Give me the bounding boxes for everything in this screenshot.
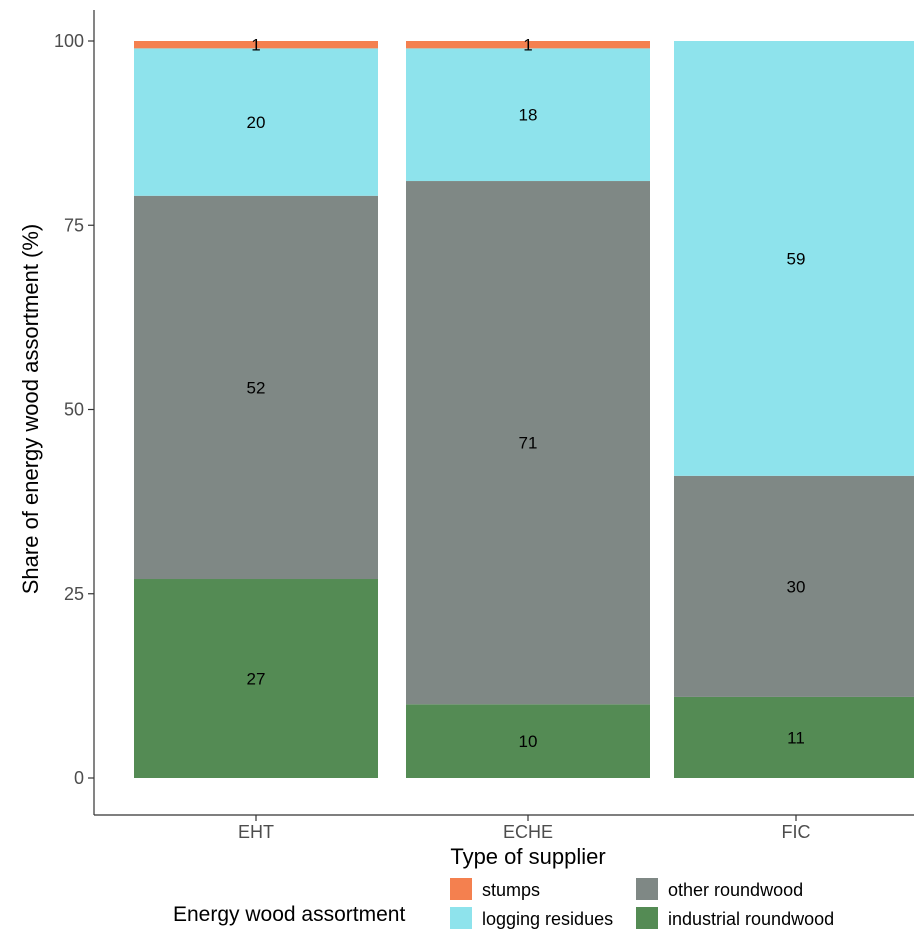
legend-swatch-industrial-roundwood: [636, 907, 658, 929]
data-label: 27: [247, 670, 266, 689]
y-ticks-group: 0 25 50 75 100: [54, 31, 94, 788]
data-label: 18: [519, 106, 538, 125]
x-ticks-group: EHT ECHE FIC: [238, 815, 811, 842]
y-tick-label: 75: [64, 215, 84, 235]
data-label: 52: [247, 378, 266, 397]
bars-group: [134, 41, 914, 778]
data-label: 10: [519, 732, 538, 751]
data-label: 1: [523, 36, 532, 55]
legend-swatch-stumps: [450, 878, 472, 900]
x-axis-title: Type of supplier: [450, 844, 605, 869]
legend-swatch-other-roundwood: [636, 878, 658, 900]
y-axis-title: Share of energy wood assortment (%): [18, 224, 43, 595]
y-tick-label: 25: [64, 584, 84, 604]
data-label: 71: [519, 434, 538, 453]
legend: Energy wood assortment stumps logging res…: [173, 878, 834, 929]
legend-label: other roundwood: [668, 880, 803, 900]
legend-label: industrial roundwood: [668, 909, 834, 929]
legend-label: logging residues: [482, 909, 613, 929]
data-label: 11: [787, 728, 805, 747]
data-label: 20: [247, 113, 266, 132]
data-label: 30: [787, 577, 806, 596]
legend-swatch-logging-residues: [450, 907, 472, 929]
data-label: 59: [787, 249, 806, 268]
legend-label: stumps: [482, 880, 540, 900]
x-tick-label: EHT: [238, 822, 274, 842]
data-label: 1: [251, 36, 260, 55]
y-tick-label: 100: [54, 31, 84, 51]
legend-title: Energy wood assortment: [173, 903, 405, 926]
y-tick-label: 0: [74, 768, 84, 788]
y-tick-label: 50: [64, 400, 84, 420]
x-tick-label: FIC: [782, 822, 811, 842]
x-tick-label: ECHE: [503, 822, 553, 842]
